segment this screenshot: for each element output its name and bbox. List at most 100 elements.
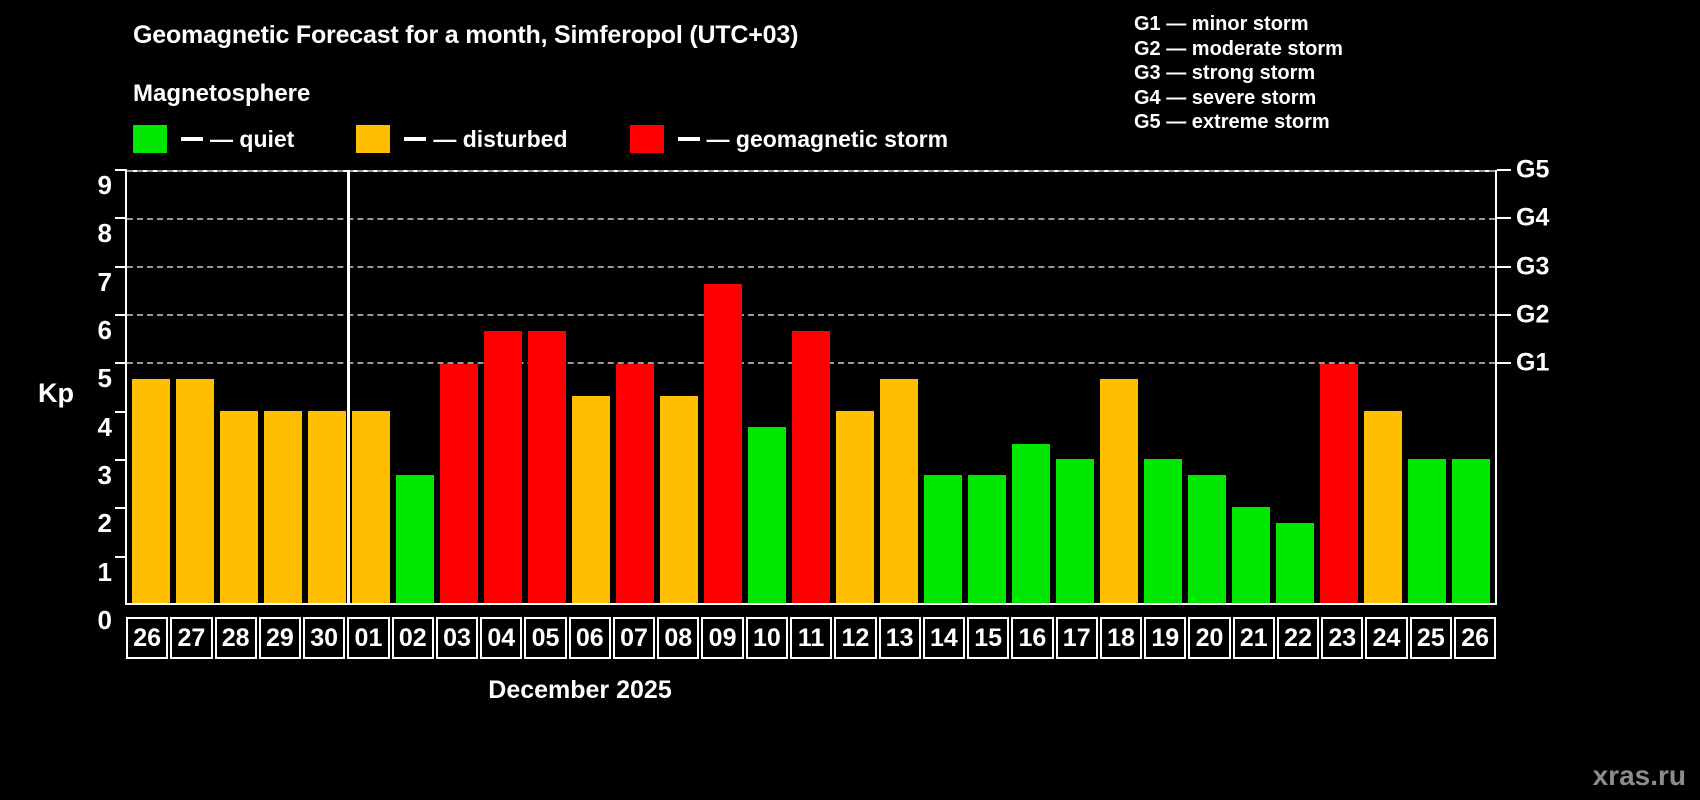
bar-day-12[interactable] — [836, 411, 874, 603]
day-label-24[interactable]: 24 — [1365, 617, 1408, 659]
bar-day-28[interactable] — [220, 411, 258, 603]
legend-label-disturbed: — disturbed — [433, 125, 568, 152]
bar-day-07[interactable] — [616, 363, 654, 603]
bar-day-26[interactable] — [1452, 459, 1490, 603]
bar-day-15[interactable] — [968, 475, 1006, 603]
bar-cell[interactable] — [1317, 172, 1361, 603]
bar-cell[interactable] — [1185, 172, 1229, 603]
bar-day-29[interactable] — [264, 411, 302, 603]
bar-cell[interactable] — [1009, 172, 1053, 603]
bar-cell[interactable] — [393, 172, 437, 603]
day-label-29[interactable]: 29 — [258, 617, 302, 659]
magnetosphere-heading: Magnetosphere — [133, 80, 311, 107]
bar-cell[interactable] — [745, 172, 789, 603]
legend-item-storm: — geomagnetic storm — [629, 125, 948, 153]
bar-cell[interactable] — [1449, 172, 1493, 603]
bar-cell[interactable] — [1361, 172, 1405, 603]
bar-cell[interactable] — [877, 172, 921, 603]
day-label-06[interactable]: 06 — [568, 617, 611, 659]
day-label-11[interactable]: 11 — [789, 617, 833, 659]
day-label-26[interactable]: 26 — [126, 617, 169, 659]
bar-cell[interactable] — [129, 172, 173, 603]
day-label-27[interactable]: 27 — [170, 617, 213, 659]
bar-day-22[interactable] — [1276, 523, 1314, 603]
bar-day-30[interactable] — [308, 411, 346, 603]
day-label-25[interactable]: 25 — [1409, 617, 1452, 659]
bar-day-25[interactable] — [1408, 459, 1446, 603]
bar-day-14[interactable] — [924, 475, 962, 603]
day-label-16[interactable]: 16 — [1011, 617, 1054, 659]
bar-day-04[interactable] — [484, 331, 522, 603]
day-label-08[interactable]: 08 — [657, 617, 700, 659]
bar-cell[interactable] — [569, 172, 613, 603]
bar-cell[interactable] — [1053, 172, 1097, 603]
bar-day-01[interactable] — [352, 411, 390, 603]
day-label-30[interactable]: 30 — [303, 617, 346, 659]
bar-day-10[interactable] — [748, 427, 786, 603]
bar-cell[interactable] — [657, 172, 701, 603]
bar-day-13[interactable] — [880, 379, 918, 603]
bar-cell[interactable] — [305, 172, 349, 603]
bar-day-20[interactable] — [1188, 475, 1226, 603]
bar-cell[interactable] — [1141, 172, 1185, 603]
day-label-02[interactable]: 02 — [391, 617, 434, 659]
g-scale-legend: G1 — minor storm G2 — moderate storm G3 … — [1134, 12, 1343, 135]
bar-day-06[interactable] — [572, 395, 610, 603]
bar-day-21[interactable] — [1232, 507, 1270, 603]
bar-day-16[interactable] — [1012, 443, 1050, 603]
day-label-05[interactable]: 05 — [524, 617, 567, 659]
bar-cell[interactable] — [965, 172, 1009, 603]
day-label-20[interactable]: 20 — [1188, 617, 1231, 659]
day-label-19[interactable]: 19 — [1144, 617, 1187, 659]
day-label-09[interactable]: 09 — [701, 617, 744, 659]
bar-day-26[interactable] — [132, 379, 170, 603]
bar-cell[interactable] — [437, 172, 481, 603]
bar-cell[interactable] — [613, 172, 657, 603]
day-label-13[interactable]: 13 — [878, 617, 921, 659]
bar-cell[interactable] — [481, 172, 525, 603]
day-label-28[interactable]: 28 — [214, 617, 257, 659]
bar-cell[interactable] — [921, 172, 965, 603]
bar-cell[interactable] — [1405, 172, 1449, 603]
day-label-22[interactable]: 22 — [1276, 617, 1320, 659]
bar-day-17[interactable] — [1056, 459, 1094, 603]
bar-cell[interactable] — [261, 172, 305, 603]
bar-day-19[interactable] — [1144, 459, 1182, 603]
y-tick-mark-4 — [115, 410, 127, 413]
bar-cell[interactable] — [701, 172, 745, 603]
day-label-07[interactable]: 07 — [612, 617, 656, 659]
bar-cell[interactable] — [1273, 172, 1317, 603]
day-label-18[interactable]: 18 — [1099, 617, 1143, 659]
bar-day-18[interactable] — [1100, 379, 1138, 603]
bar-cell[interactable] — [789, 172, 833, 603]
bar-cell[interactable] — [833, 172, 877, 603]
day-label-12[interactable]: 12 — [834, 617, 877, 659]
bar-cell[interactable] — [1097, 172, 1141, 603]
bar-day-09[interactable] — [704, 283, 742, 603]
day-label-01[interactable]: 01 — [347, 617, 390, 659]
bar-cell[interactable] — [217, 172, 261, 603]
bar-cell[interactable] — [349, 172, 393, 603]
day-label-15[interactable]: 15 — [967, 617, 1010, 659]
bar-day-03[interactable] — [440, 363, 478, 603]
bar-cell[interactable] — [525, 172, 569, 603]
g-tick-label-G1: G1 — [1516, 348, 1550, 377]
day-label-14[interactable]: 14 — [922, 617, 966, 659]
day-label-03[interactable]: 03 — [435, 617, 479, 659]
bar-cell[interactable] — [173, 172, 217, 603]
bar-day-23[interactable] — [1320, 363, 1358, 603]
bar-day-11[interactable] — [792, 331, 830, 603]
day-label-26[interactable]: 26 — [1453, 617, 1497, 659]
bar-day-08[interactable] — [660, 395, 698, 603]
bar-cell[interactable] — [1229, 172, 1273, 603]
day-label-10[interactable]: 10 — [745, 617, 788, 659]
day-label-21[interactable]: 21 — [1232, 617, 1275, 659]
bar-day-24[interactable] — [1364, 411, 1402, 603]
bar-day-02[interactable] — [396, 475, 434, 603]
day-label-04[interactable]: 04 — [480, 617, 523, 659]
day-label-23[interactable]: 23 — [1321, 617, 1364, 659]
bar-day-05[interactable] — [528, 331, 566, 603]
bar-day-27[interactable] — [176, 379, 214, 603]
day-label-17[interactable]: 17 — [1055, 617, 1098, 659]
